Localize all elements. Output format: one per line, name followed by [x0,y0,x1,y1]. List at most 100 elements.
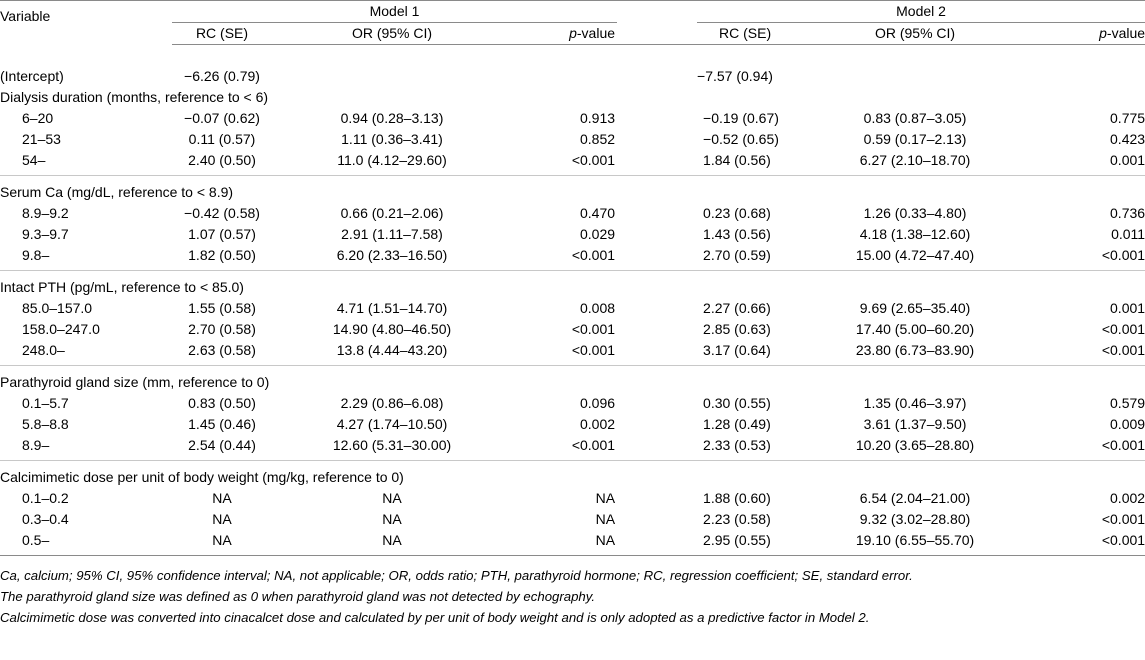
row-label: 0.1–0.2 [22,490,69,506]
cell-m2-rc: 0.23 (0.68) [703,205,771,221]
table-row: 0.1–5.7 0.83 (0.50) 2.29 (0.86–6.08) 0.096 0… [0,393,1145,414]
cell-m1-rc: 0.83 (0.50) [188,395,256,411]
cell-m1-rc: 2.70 (0.58) [188,321,256,337]
row-label: 54– [22,152,46,168]
footnote-abbreviations: Ca, calcium; 95% CI, 95% confidence inte… [0,568,913,583]
cell-m2-p: <0.001 [1101,321,1145,337]
cell-m2-p: <0.001 [1101,342,1145,358]
m1-or-header: OR (95% CI) [272,23,512,45]
intercept-m1-rc: −6.26 (0.79) [184,68,260,84]
table-row: 9.3–9.7 1.07 (0.57) 2.91 (1.11–7.58) 0.029 1… [0,224,1145,245]
cell-m2-rc: 3.17 (0.64) [703,342,771,358]
cell-m2-or: 15.00 (4.72–47.40) [855,247,975,263]
cell-m1-rc: NA [212,490,232,506]
cell-m1-p: 0.096 [579,395,616,411]
cell-m1-or: 4.71 (1.51–14.70) [336,300,448,316]
cell-m2-rc: 2.23 (0.58) [703,511,771,527]
table-row: 0.1–0.2 NA NA NA 1.88 (0.60) 6.54 (2.04–21.00… [0,488,1145,509]
cell-m1-or: 2.91 (1.11–7.58) [341,226,443,242]
section-title-row: Calcimimetic dose per unit of body weigh… [0,460,1145,488]
header-row-columns: RC (SE) OR (95% CI) p-value RC (SE) OR (… [0,23,1145,45]
row-label: 0.1–5.7 [22,395,69,411]
m1-rc-header: RC (SE) [172,23,272,45]
table-row: 5.8–8.8 1.45 (0.46) 4.27 (1.74–10.50) 0.002… [0,414,1145,435]
cell-m1-or: 4.27 (1.74–10.50) [336,416,448,432]
cell-m2-or: 4.18 (1.38–12.60) [859,226,971,242]
row-label: 158.0–247.0 [22,321,100,337]
cell-m1-or: 12.60 (5.31–30.00) [332,437,452,453]
section-title-row: Dialysis duration (months, reference to … [0,87,1145,108]
m1-p-header: p-value [512,23,618,45]
cell-m1-p: 0.913 [579,110,616,126]
cell-m2-rc: 1.88 (0.60) [703,490,771,506]
cell-m2-p: <0.001 [1101,511,1145,527]
m2-p-header: p-value [1035,23,1145,45]
cell-m1-p: 0.002 [579,416,616,432]
section-title-row: Intact PTH (pg/mL, reference to < 85.0) [0,270,1145,298]
cell-m1-or: 14.90 (4.80–46.50) [332,321,452,337]
cell-m1-rc: NA [172,530,272,556]
cell-m2-p: <0.001 [1101,247,1145,263]
section-title: Dialysis duration (months, reference to … [0,89,269,105]
cell-m2-p: <0.001 [1101,437,1145,453]
cell-m2-p: 0.423 [1110,131,1145,147]
cell-m1-or: 13.8 (4.44–43.20) [336,342,448,358]
row-label: 85.0–157.0 [22,300,93,316]
model1-header-label: Model 1 [172,1,618,23]
table-row: 8.9–9.2 −0.42 (0.58) 0.66 (0.21–2.06) 0.470… [0,203,1145,224]
cell-m1-p: <0.001 [571,342,616,358]
cell-m2-or: 9.69 (2.65–35.40) [859,300,971,316]
table-row: 8.9– 2.54 (0.44) 12.60 (5.31–30.00) <0.001 2… [0,435,1145,461]
cell-m2-rc: 2.85 (0.63) [703,321,771,337]
table-row: 158.0–247.0 2.70 (0.58) 14.90 (4.80–46.50)… [0,319,1145,340]
cell-m2-or: 9.32 (3.02–28.80) [859,511,971,527]
cell-m2-p: 0.009 [1110,416,1145,432]
section-title-row: Parathyroid gland size (mm, reference to… [0,365,1145,393]
cell-m1-or: 6.20 (2.33–16.50) [336,247,448,263]
cell-m2-p: 0.002 [1110,490,1145,506]
cell-m1-p: 0.470 [579,205,616,221]
cell-m1-rc: 2.63 (0.58) [188,342,256,358]
row-label: 9.3–9.7 [22,226,69,242]
cell-m1-or: 1.11 (0.36–3.41) [341,131,443,147]
cell-m2-or: 10.20 (3.65–28.80) [855,437,975,453]
footnotes: Ca, calcium; 95% CI, 95% confidence inte… [0,565,1145,628]
model2-header: Model 2 [697,0,1145,23]
table-row: 0.3–0.4 NA NA NA 2.23 (0.58) 9.32 (3.02–28.80… [0,509,1145,530]
cell-m2-rc: 1.28 (0.49) [703,416,771,432]
footnote-calcimimetic: Calcimimetic dose was converted into cin… [0,610,870,625]
model2-header-label: Model 2 [697,1,1145,23]
table-row: 248.0– 2.63 (0.58) 13.8 (4.44–43.20) <0.001… [0,340,1145,366]
section-title: Intact PTH (pg/mL, reference to < 85.0) [0,270,1145,298]
cell-m2-or: 0.83 (0.87–3.05) [863,110,967,126]
cell-m2-or: 19.10 (6.55–55.70) [795,530,1036,556]
table-row: 85.0–157.0 1.55 (0.58) 4.71 (1.51–14.70) 0.… [0,298,1145,319]
cell-m1-rc: 1.55 (0.58) [188,300,256,316]
cell-m2-or: 17.40 (5.00–60.20) [855,321,975,337]
cell-m1-rc: 1.82 (0.50) [188,247,256,263]
table-row: 9.8– 1.82 (0.50) 6.20 (2.33–16.50) <0.001 2.… [0,245,1145,271]
cell-m1-rc: 1.07 (0.57) [188,226,256,242]
cell-m2-or: 1.26 (0.33–4.80) [863,205,967,221]
row-label: 6–20 [22,110,54,126]
cell-m1-or: NA [382,490,402,506]
cell-m2-p: 0.001 [1110,300,1145,316]
section-title: Calcimimetic dose per unit of body weigh… [0,460,1145,488]
cell-m1-or: 0.66 (0.21–2.06) [340,205,444,221]
cell-m1-p: <0.001 [571,247,616,263]
header-row-models: Variable Model 1 Model 2 [0,0,1145,45]
row-label: 8.9–9.2 [22,205,69,221]
table-row: 6–20 −0.07 (0.62) 0.94 (0.28–3.13) 0.913 −0.… [0,108,1145,129]
row-label: 9.8– [22,247,50,263]
cell-m2-p: 0.736 [1110,205,1145,221]
cell-m2-p: <0.001 [1035,530,1145,556]
cell-m1-p: NA [595,511,616,527]
model1-header: Model 1 [172,0,618,23]
m1-p-italic: p [569,25,577,41]
cell-m1-or: NA [272,530,512,556]
cell-m1-or: 2.29 (0.86–6.08) [340,395,444,411]
section-title: Parathyroid gland size (mm, reference to… [0,365,1145,393]
cell-m1-p: 0.852 [579,131,616,147]
intercept-row: (Intercept) −6.26 (0.79) −7.57 (0.94) [0,66,1145,87]
cell-m1-p: <0.001 [571,321,616,337]
